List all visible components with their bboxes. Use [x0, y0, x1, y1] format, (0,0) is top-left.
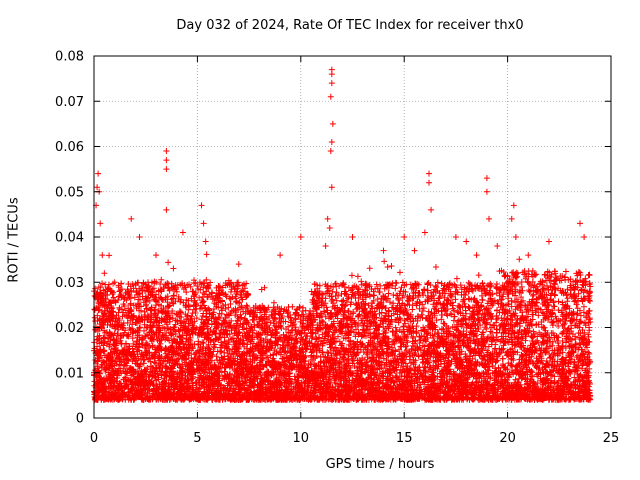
data-point	[467, 281, 474, 288]
data-point	[413, 323, 420, 330]
data-point	[558, 356, 565, 363]
data-point	[207, 279, 214, 286]
data-point	[500, 329, 507, 336]
data-point	[392, 324, 399, 331]
scatter-points	[91, 66, 594, 403]
data-point	[146, 297, 153, 304]
data-point	[218, 369, 225, 376]
data-point	[192, 289, 199, 296]
data-point	[400, 323, 407, 330]
data-point	[453, 275, 460, 282]
data-point	[452, 296, 459, 303]
data-point	[385, 290, 392, 297]
data-point	[374, 296, 381, 303]
data-point	[100, 348, 107, 355]
data-point	[454, 318, 461, 325]
data-point	[416, 305, 423, 312]
